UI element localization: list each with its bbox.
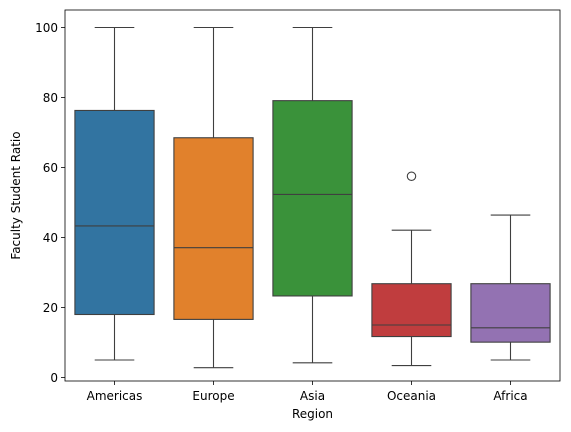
y-axis: 0 20 40 60 80 100: [35, 21, 65, 385]
x-tick-label: Americas: [87, 389, 143, 403]
boxes-layer: [74, 26, 551, 369]
x-tick-label: Africa: [493, 389, 527, 403]
x-tick-label: Oceania: [387, 389, 436, 403]
box-africa: [470, 214, 551, 361]
y-tick-label: 100: [35, 21, 58, 35]
box-americas: [74, 26, 155, 361]
box-oceania: [371, 171, 452, 367]
box-iqr: [371, 283, 452, 338]
y-axis-title: Faculty Student Ratio: [9, 131, 23, 259]
y-tick-label: 40: [43, 231, 58, 245]
box-iqr: [74, 109, 155, 316]
x-tick-label: Asia: [300, 389, 325, 403]
x-axis-title: Region: [292, 407, 333, 421]
box-iqr: [272, 100, 353, 297]
y-tick-label: 80: [43, 91, 58, 105]
y-tick-label: 0: [50, 371, 58, 385]
box-iqr: [173, 137, 254, 320]
box-iqr: [470, 283, 551, 343]
outlier-point: [406, 171, 417, 182]
y-tick-label: 20: [43, 301, 58, 315]
box-europe: [173, 26, 254, 369]
box-asia: [272, 26, 353, 364]
x-axis: Americas Europe Asia Oceania Africa: [87, 381, 528, 403]
y-tick-label: 60: [43, 161, 58, 175]
x-tick-label: Europe: [192, 389, 234, 403]
